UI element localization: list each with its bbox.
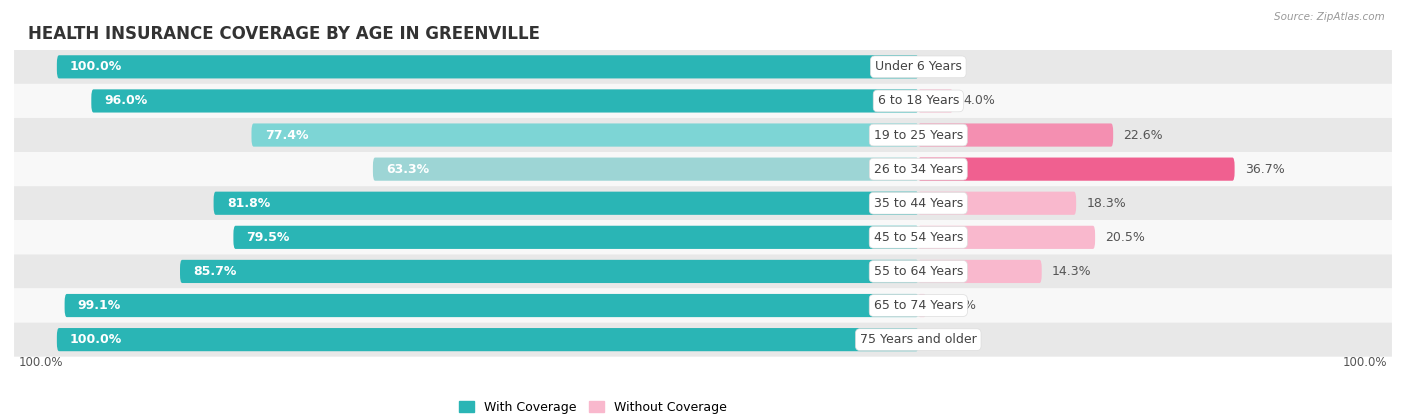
Text: 6 to 18 Years: 6 to 18 Years [877, 95, 959, 107]
Text: 36.7%: 36.7% [1244, 163, 1285, 176]
FancyBboxPatch shape [14, 118, 1392, 152]
Text: 63.3%: 63.3% [387, 163, 429, 176]
Text: 77.4%: 77.4% [264, 129, 308, 142]
Text: HEALTH INSURANCE COVERAGE BY AGE IN GREENVILLE: HEALTH INSURANCE COVERAGE BY AGE IN GREE… [28, 25, 540, 44]
Text: 55 to 64 Years: 55 to 64 Years [873, 265, 963, 278]
Text: 4.0%: 4.0% [963, 95, 995, 107]
FancyBboxPatch shape [56, 55, 918, 78]
FancyBboxPatch shape [373, 158, 918, 181]
Text: 20.5%: 20.5% [1105, 231, 1144, 244]
Text: 100.0%: 100.0% [70, 333, 122, 346]
FancyBboxPatch shape [918, 89, 953, 112]
Text: 100.0%: 100.0% [18, 356, 63, 369]
FancyBboxPatch shape [91, 89, 918, 112]
Text: 81.8%: 81.8% [226, 197, 270, 210]
FancyBboxPatch shape [14, 288, 1392, 322]
FancyBboxPatch shape [14, 186, 1392, 220]
Text: 65 to 74 Years: 65 to 74 Years [873, 299, 963, 312]
Text: 26 to 34 Years: 26 to 34 Years [873, 163, 963, 176]
Text: 45 to 54 Years: 45 to 54 Years [873, 231, 963, 244]
Text: 99.1%: 99.1% [77, 299, 121, 312]
Text: 14.3%: 14.3% [1052, 265, 1091, 278]
FancyBboxPatch shape [252, 123, 918, 146]
Text: 0.0%: 0.0% [928, 333, 960, 346]
FancyBboxPatch shape [65, 294, 918, 317]
Text: 19 to 25 Years: 19 to 25 Years [873, 129, 963, 142]
FancyBboxPatch shape [14, 50, 1392, 84]
Text: 79.5%: 79.5% [246, 231, 290, 244]
FancyBboxPatch shape [918, 226, 1095, 249]
Text: Source: ZipAtlas.com: Source: ZipAtlas.com [1274, 12, 1385, 22]
FancyBboxPatch shape [918, 123, 1114, 146]
Text: 0.0%: 0.0% [928, 60, 960, 73]
FancyBboxPatch shape [56, 328, 918, 351]
Text: 75 Years and older: 75 Years and older [860, 333, 977, 346]
Text: 100.0%: 100.0% [1343, 356, 1388, 369]
FancyBboxPatch shape [233, 226, 918, 249]
Text: 0.88%: 0.88% [936, 299, 976, 312]
FancyBboxPatch shape [918, 294, 927, 317]
FancyBboxPatch shape [918, 260, 1042, 283]
Text: 18.3%: 18.3% [1087, 197, 1126, 210]
Text: 100.0%: 100.0% [70, 60, 122, 73]
FancyBboxPatch shape [14, 322, 1392, 356]
FancyBboxPatch shape [214, 192, 918, 215]
Text: 35 to 44 Years: 35 to 44 Years [873, 197, 963, 210]
FancyBboxPatch shape [918, 158, 1234, 181]
Text: 96.0%: 96.0% [104, 95, 148, 107]
FancyBboxPatch shape [918, 192, 1076, 215]
Text: 22.6%: 22.6% [1123, 129, 1163, 142]
Text: 85.7%: 85.7% [193, 265, 236, 278]
Legend: With Coverage, Without Coverage: With Coverage, Without Coverage [454, 396, 731, 415]
FancyBboxPatch shape [14, 152, 1392, 186]
FancyBboxPatch shape [14, 220, 1392, 254]
Text: Under 6 Years: Under 6 Years [875, 60, 962, 73]
FancyBboxPatch shape [180, 260, 918, 283]
FancyBboxPatch shape [14, 254, 1392, 288]
FancyBboxPatch shape [14, 84, 1392, 118]
